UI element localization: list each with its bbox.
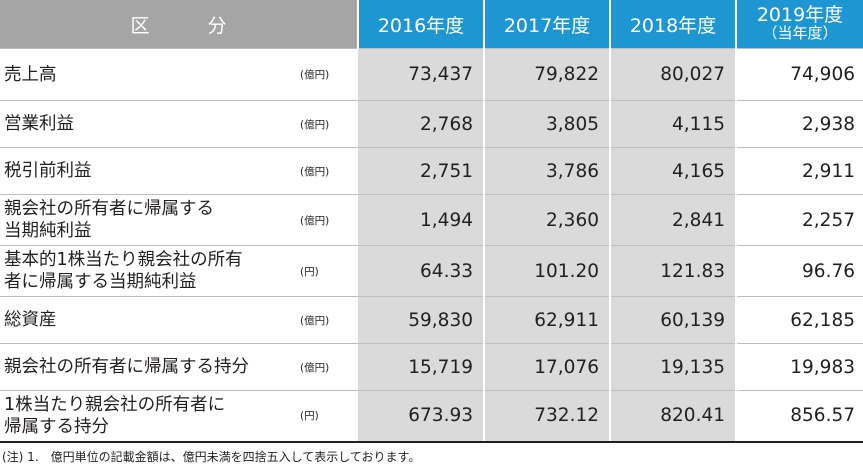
header-row: 区分 2016年度 2017年度 2018年度 2019年度 （当年度） [0, 0, 863, 49]
row-label: 総資産 [0, 296, 290, 344]
financial-summary-table: 区分 2016年度 2017年度 2018年度 2019年度 （当年度） 売上高 … [0, 0, 863, 443]
value-2017: 2,360 [484, 194, 611, 246]
value-2019: 96.76 [736, 245, 863, 297]
table-row: 親会社の所有者に帰属する持分 (億円) 15,719 17,076 19,135… [0, 343, 863, 391]
row-unit: (億円) [290, 296, 358, 344]
value-2017: 79,822 [484, 48, 611, 101]
header-year-2017: 2017年度 [484, 0, 611, 49]
value-2018: 121.83 [610, 245, 737, 297]
row-label: 売上高 [0, 48, 290, 101]
value-2017: 732.12 [484, 390, 611, 443]
value-2019: 856.57 [736, 390, 863, 443]
value-2019: 2,911 [736, 147, 863, 195]
row-label: 営業利益 [0, 100, 290, 148]
value-2019: 74,906 [736, 48, 863, 101]
value-2017: 3,805 [484, 100, 611, 148]
value-2017: 17,076 [484, 343, 611, 391]
row-unit: (億円) [290, 194, 358, 246]
value-2019: 19,983 [736, 343, 863, 391]
value-2018: 4,165 [610, 147, 737, 195]
table-row: 営業利益 (億円) 2,768 3,805 4,115 2,938 [0, 100, 863, 148]
value-2018: 2,841 [610, 194, 737, 246]
value-2018: 19,135 [610, 343, 737, 391]
footnote: (注) 1. 億円単位の記載金額は、億円未満を四捨五入して表示しております。 [2, 450, 421, 464]
row-unit: (億円) [290, 100, 358, 148]
header-year-2016: 2016年度 [358, 0, 485, 49]
value-2019: 2,257 [736, 194, 863, 246]
table-row: 総資産 (億円) 59,830 62,911 60,139 62,185 [0, 296, 863, 344]
table-row: 親会社の所有者に帰属する 当期純利益 (億円) 1,494 2,360 2,841… [0, 194, 863, 246]
row-label: 税引前利益 [0, 147, 290, 195]
value-2016: 59,830 [358, 296, 485, 344]
value-2016: 673.93 [358, 390, 485, 443]
header-category: 区分 [0, 0, 359, 49]
row-unit: (億円) [290, 48, 358, 101]
row-label: 基本的1株当たり親会社の所有 者に帰属する当期純利益 [0, 245, 290, 297]
header-year-2019: 2019年度 （当年度） [736, 0, 863, 49]
value-2016: 15,719 [358, 343, 485, 391]
value-2017: 3,786 [484, 147, 611, 195]
row-label: 親会社の所有者に帰属する持分 [0, 343, 290, 391]
row-unit: (億円) [290, 343, 358, 391]
value-2018: 4,115 [610, 100, 737, 148]
table-row: 売上高 (億円) 73,437 79,822 80,027 74,906 [0, 48, 863, 101]
row-unit: (円) [290, 245, 358, 297]
value-2018: 820.41 [610, 390, 737, 443]
value-2017: 62,911 [484, 296, 611, 344]
value-2016: 73,437 [358, 48, 485, 101]
row-label: 1株当たり親会社の所有者に 帰属する持分 [0, 390, 290, 443]
value-2019: 2,938 [736, 100, 863, 148]
value-2016: 2,768 [358, 100, 485, 148]
value-2016: 64.33 [358, 245, 485, 297]
value-2017: 101.20 [484, 245, 611, 297]
header-year-2018: 2018年度 [610, 0, 737, 49]
value-2016: 1,494 [358, 194, 485, 246]
table-row: 税引前利益 (億円) 2,751 3,786 4,165 2,911 [0, 147, 863, 195]
table-row: 1株当たり親会社の所有者に 帰属する持分 (円) 673.93 732.12 82… [0, 390, 863, 443]
value-2018: 60,139 [610, 296, 737, 344]
row-unit: (億円) [290, 147, 358, 195]
table-row: 基本的1株当たり親会社の所有 者に帰属する当期純利益 (円) 64.33 101.… [0, 245, 863, 297]
value-2019: 62,185 [736, 296, 863, 344]
value-2018: 80,027 [610, 48, 737, 101]
row-unit: (円) [290, 390, 358, 443]
row-label: 親会社の所有者に帰属する 当期純利益 [0, 194, 290, 246]
value-2016: 2,751 [358, 147, 485, 195]
